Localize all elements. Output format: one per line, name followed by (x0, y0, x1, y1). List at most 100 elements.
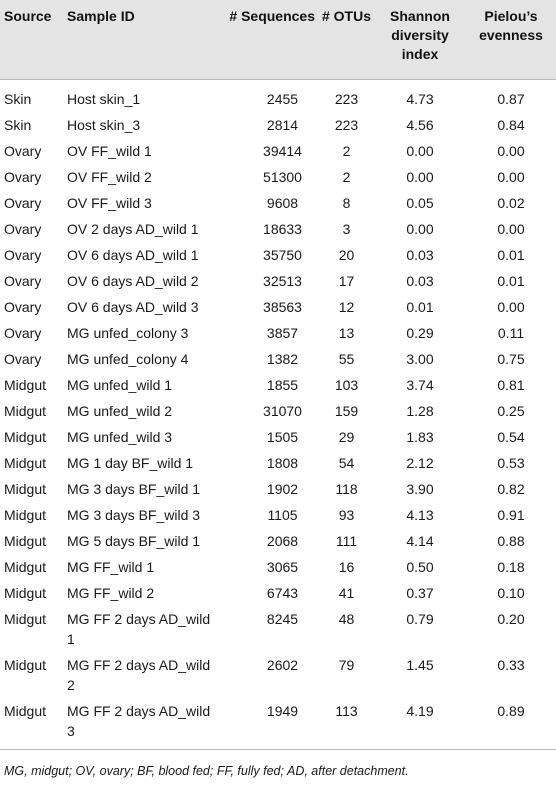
table-row: Ovary OV 2 days AD_wild 1 18633 3 0.00 0.00 (0, 216, 556, 242)
cell-source: Midgut (4, 429, 47, 445)
table-footnote: MG, midgut; OV, ovary; BF, blood fed; FF… (4, 764, 409, 778)
cell-sequences: 18633 (263, 221, 302, 237)
cell-otus: 17 (338, 273, 355, 289)
cell-source: Ovary (4, 247, 42, 263)
table-row: Ovary OV 6 days AD_wild 3 38563 12 0.01 0.00 (0, 294, 556, 320)
cell-source: Ovary (4, 169, 42, 185)
cell-otus: 2 (342, 169, 351, 185)
cell-sequences: 6743 (266, 585, 299, 601)
cell-otus: 223 (334, 91, 359, 107)
table-row: Midgut MG 3 days BF_wild 3 1105 93 4.13 0.91 (0, 502, 556, 528)
cell-sample-id: MG unfed_colony 4 (67, 351, 189, 367)
cell-pielou: 0.01 (497, 273, 525, 289)
table-row: Skin Host skin_3 2814 223 4.56 0.84 (0, 112, 556, 138)
cell-otus: 8 (342, 195, 351, 211)
cell-pielou: 0.89 (497, 703, 525, 719)
cell-source: Midgut (4, 481, 47, 497)
table-header: Source Sample ID # Sequences # OTUs Shan… (0, 0, 556, 80)
table-row: Midgut MG FF_wild 2 6743 41 0.37 0.10 (0, 580, 556, 606)
cell-shannon: 3.00 (406, 351, 434, 367)
cell-sequences: 2455 (266, 91, 299, 107)
table-body: Skin Host skin_1 2455 223 4.73 0.87 Skin Host s… (0, 80, 556, 750)
cell-sample-id: Host skin_3 (67, 117, 141, 133)
cell-sample-id: MG unfed_colony 3 (67, 325, 189, 341)
cell-shannon: 3.90 (406, 481, 434, 497)
cell-source: Midgut (4, 657, 47, 673)
header-source: Source (4, 8, 52, 24)
cell-source: Skin (4, 91, 32, 107)
cell-shannon: 4.19 (406, 703, 434, 719)
cell-otus: 223 (334, 117, 359, 133)
cell-shannon: 0.37 (406, 585, 434, 601)
cell-sequences: 2068 (266, 533, 299, 549)
cell-source: Midgut (4, 403, 47, 419)
cell-sample-id: MG unfed_wild 2 (67, 403, 173, 419)
cell-sequences: 38563 (263, 299, 302, 315)
cell-otus: 16 (338, 559, 355, 575)
cell-sequences: 9608 (266, 195, 299, 211)
cell-sequences: 1855 (266, 377, 299, 393)
cell-source: Midgut (4, 377, 47, 393)
cell-otus: 3 (342, 221, 351, 237)
cell-shannon: 0.50 (406, 559, 434, 575)
header-otus: # OTUs (321, 8, 371, 24)
cell-shannon: 0.29 (406, 325, 434, 341)
cell-sample-id: MG FF 2 days AD_wild 3 (67, 703, 211, 739)
cell-sample-id: MG 3 days BF_wild 1 (67, 481, 201, 497)
cell-otus: 2 (342, 143, 351, 159)
cell-shannon: 0.79 (406, 611, 434, 627)
cell-sequences: 1949 (266, 703, 299, 719)
cell-pielou: 0.84 (497, 117, 525, 133)
table-row: Midgut MG FF 2 days AD_wild 1 8245 48 0.79 0.… (0, 606, 556, 652)
cell-pielou: 0.00 (497, 143, 525, 159)
cell-pielou: 0.33 (497, 657, 525, 673)
cell-source: Midgut (4, 585, 47, 601)
cell-pielou: 0.75 (497, 351, 525, 367)
table-row: Midgut MG unfed_wild 2 31070 159 1.28 0.25 (0, 398, 556, 424)
cell-otus: 12 (338, 299, 355, 315)
cell-pielou: 0.20 (497, 611, 525, 627)
cell-pielou: 0.02 (497, 195, 525, 211)
cell-sample-id: OV 2 days AD_wild 1 (67, 221, 199, 237)
cell-sequences: 51300 (263, 169, 302, 185)
cell-pielou: 0.01 (497, 247, 525, 263)
cell-source: Skin (4, 117, 32, 133)
cell-sample-id: OV 6 days AD_wild 2 (67, 273, 199, 289)
cell-sample-id: MG 5 days BF_wild 1 (67, 533, 201, 549)
cell-shannon: 4.73 (406, 91, 434, 107)
cell-source: Ovary (4, 195, 42, 211)
table-row: Ovary OV 6 days AD_wild 2 32513 17 0.03 0.01 (0, 268, 556, 294)
header-sample-id: Sample ID (67, 8, 135, 24)
cell-shannon: 0.00 (406, 169, 434, 185)
cell-sample-id: MG unfed_wild 3 (67, 429, 173, 445)
cell-otus: 159 (334, 403, 359, 419)
cell-sequences: 32513 (263, 273, 302, 289)
cell-source: Ovary (4, 221, 42, 237)
cell-otus: 20 (338, 247, 355, 263)
cell-pielou: 0.18 (497, 559, 525, 575)
table-row: Ovary OV FF_wild 3 9608 8 0.05 0.02 (0, 190, 556, 216)
cell-source: Midgut (4, 611, 47, 627)
table-row: Ovary OV 6 days AD_wild 1 35750 20 0.03 0.01 (0, 242, 556, 268)
cell-sample-id: OV FF_wild 1 (67, 143, 152, 159)
cell-pielou: 0.00 (497, 169, 525, 185)
cell-pielou: 0.00 (497, 299, 525, 315)
cell-source: Midgut (4, 703, 47, 719)
cell-shannon: 0.05 (406, 195, 434, 211)
header-row: Source Sample ID # Sequences # OTUs Shan… (0, 0, 556, 80)
cell-otus: 48 (338, 611, 355, 627)
cell-source: Ovary (4, 299, 42, 315)
table-row: Ovary OV FF_wild 2 51300 2 0.00 0.00 (0, 164, 556, 190)
cell-pielou: 0.87 (497, 91, 525, 107)
cell-sequences: 1105 (267, 507, 298, 523)
header-pielou: Pielou’s evenness (479, 8, 543, 43)
cell-sample-id: OV FF_wild 2 (67, 169, 152, 185)
cell-sample-id: MG unfed_wild 1 (67, 377, 173, 393)
cell-sample-id: MG FF_wild 2 (67, 585, 155, 601)
cell-sequences: 2814 (266, 117, 299, 133)
cell-shannon: 0.00 (406, 221, 434, 237)
cell-otus: 13 (338, 325, 355, 341)
cell-source: Ovary (4, 325, 42, 341)
cell-sample-id: MG FF 2 days AD_wild 2 (67, 657, 211, 693)
table-row: Midgut MG FF 2 days AD_wild 3 1949 113 4.19 0… (0, 698, 556, 750)
